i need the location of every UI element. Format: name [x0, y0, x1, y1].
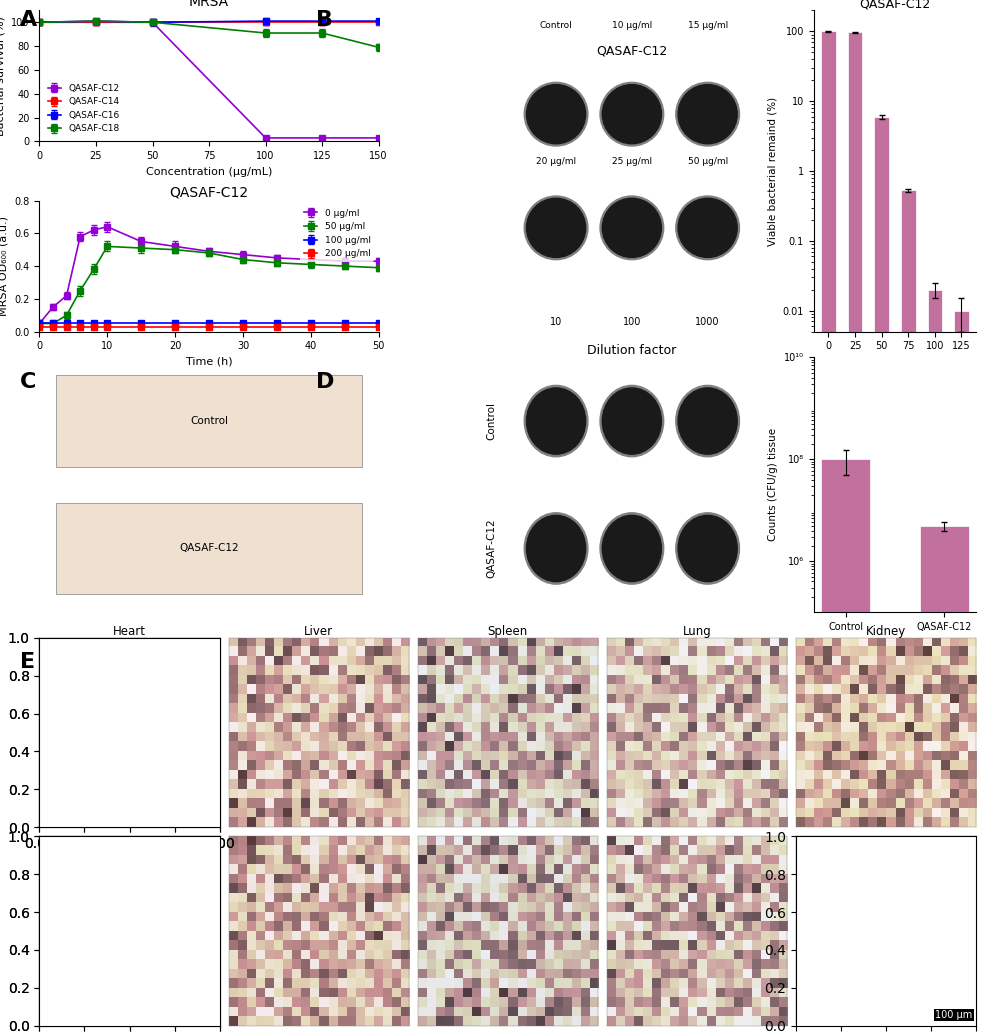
- Text: Control: Control: [539, 21, 573, 30]
- Text: 20 μg/ml: 20 μg/ml: [536, 157, 576, 167]
- Text: 15 μg/ml: 15 μg/ml: [687, 21, 728, 30]
- Text: 10 μg/ml: 10 μg/ml: [611, 21, 652, 30]
- Circle shape: [525, 513, 588, 584]
- Circle shape: [675, 196, 740, 260]
- Bar: [56, 375, 362, 467]
- Bar: [848, 32, 863, 1036]
- Circle shape: [678, 198, 738, 257]
- Text: A: A: [20, 10, 36, 30]
- Y-axis label: Counts (CFU/g) tissue: Counts (CFU/g) tissue: [768, 428, 779, 542]
- Circle shape: [602, 85, 662, 144]
- Text: Control: Control: [486, 402, 496, 440]
- Bar: [56, 502, 362, 595]
- Circle shape: [527, 515, 586, 581]
- Circle shape: [675, 385, 740, 457]
- Y-axis label: Bacterial survival (%): Bacterial survival (%): [0, 16, 6, 136]
- Text: 100 μm: 100 μm: [936, 1010, 972, 1020]
- Circle shape: [602, 198, 662, 257]
- Text: 25 μg/ml: 25 μg/ml: [611, 157, 652, 167]
- Text: D: D: [316, 373, 334, 393]
- Title: Liver: Liver: [304, 625, 333, 638]
- Legend: 0 μg/ml, 50 μg/ml, 100 μg/ml, 200 μg/ml: 0 μg/ml, 50 μg/ml, 100 μg/ml, 200 μg/ml: [300, 205, 374, 262]
- Title: QASAF-C12: QASAF-C12: [860, 0, 931, 10]
- Title: MRSA: MRSA: [189, 0, 229, 9]
- Y-axis label: MRSA OD₆₀₀ (a.u.): MRSA OD₆₀₀ (a.u.): [0, 217, 9, 316]
- Circle shape: [600, 513, 664, 584]
- Circle shape: [602, 387, 662, 454]
- Text: B: B: [316, 10, 332, 30]
- Circle shape: [678, 387, 738, 454]
- Title: Dilution factor: Dilution factor: [588, 344, 676, 357]
- Circle shape: [675, 82, 740, 146]
- Circle shape: [527, 198, 586, 257]
- Title: Heart: Heart: [113, 625, 146, 638]
- X-axis label: Time (h): Time (h): [185, 357, 233, 367]
- Text: 50 μg/ml: 50 μg/ml: [687, 157, 728, 167]
- Title: QASAF-C12: QASAF-C12: [170, 185, 248, 199]
- Text: 1000: 1000: [695, 317, 720, 326]
- Text: 10: 10: [550, 317, 562, 326]
- Bar: [901, 191, 916, 1036]
- Bar: [875, 117, 889, 1036]
- Title: QASAF-C12: QASAF-C12: [597, 45, 668, 57]
- X-axis label: Concentration (μg/mL): Concentration (μg/mL): [836, 357, 953, 367]
- Text: C: C: [20, 373, 36, 393]
- Text: QASAF-C12: QASAF-C12: [486, 519, 496, 578]
- Circle shape: [527, 85, 586, 144]
- Bar: [954, 311, 969, 1036]
- Bar: [928, 290, 943, 1036]
- Circle shape: [600, 385, 664, 457]
- Text: Control: Control: [190, 416, 228, 426]
- Circle shape: [525, 196, 588, 260]
- Circle shape: [678, 515, 738, 581]
- Y-axis label: Viable bacterial remaind (%): Viable bacterial remaind (%): [767, 96, 777, 246]
- Circle shape: [525, 385, 588, 457]
- Title: Kidney: Kidney: [866, 625, 906, 638]
- Circle shape: [527, 387, 586, 454]
- Bar: [821, 459, 871, 1036]
- Circle shape: [602, 515, 662, 581]
- Text: QASAF-C12: QASAF-C12: [179, 544, 239, 553]
- Circle shape: [678, 85, 738, 144]
- Circle shape: [600, 82, 664, 146]
- Circle shape: [525, 82, 588, 146]
- Title: Lung: Lung: [682, 625, 711, 638]
- X-axis label: Concentration (μg/mL): Concentration (μg/mL): [146, 167, 272, 177]
- Legend: QASAF-C12, QASAF-C14, QASAF-C16, QASAF-C18: QASAF-C12, QASAF-C14, QASAF-C16, QASAF-C…: [44, 80, 123, 137]
- Circle shape: [675, 513, 740, 584]
- Circle shape: [600, 196, 664, 260]
- Text: 100 μm: 100 μm: [936, 1010, 972, 1020]
- Text: 100: 100: [623, 317, 641, 326]
- Title: Spleen: Spleen: [488, 625, 528, 638]
- Bar: [920, 525, 969, 1036]
- Bar: [821, 31, 836, 1036]
- Text: E: E: [20, 653, 35, 672]
